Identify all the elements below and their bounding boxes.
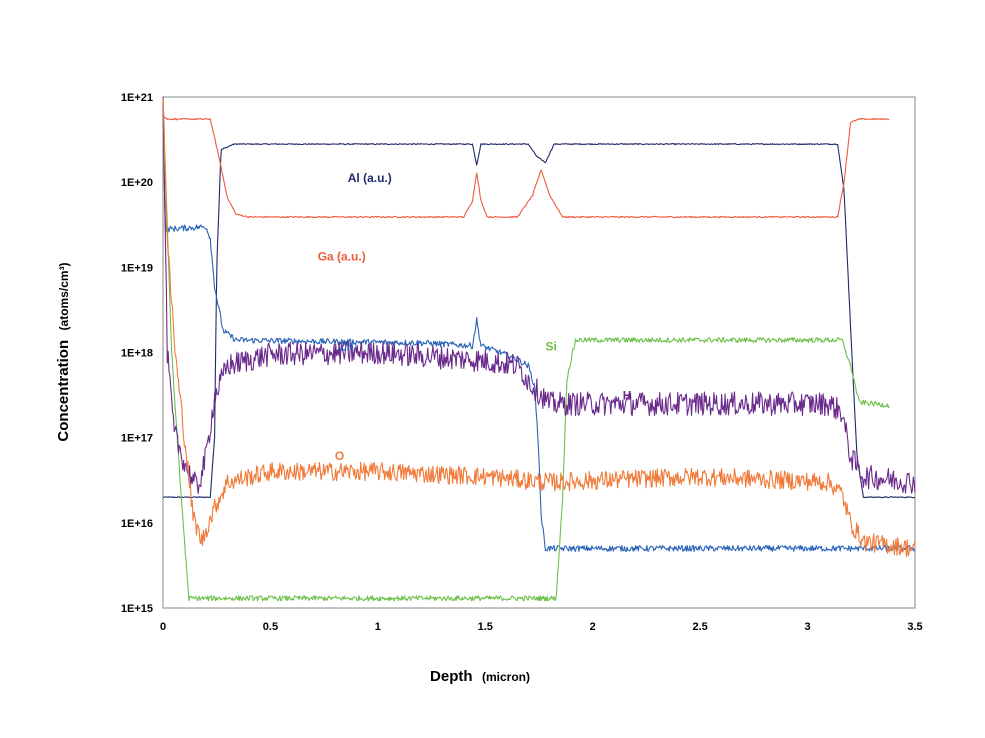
series-line-ga-a-u	[162, 115, 890, 219]
series-line-al-a-u	[162, 143, 915, 499]
x-tick-label: 2	[590, 621, 596, 633]
y-tick-label: 1E+21	[121, 92, 153, 104]
x-tick-label: 2.5	[692, 621, 707, 633]
y-tick-label: 1E+17	[121, 433, 153, 445]
series-label: Al (a.u.)	[348, 171, 392, 185]
y-axis-label: Concentration	[55, 340, 72, 442]
y-axis-unit: (atoms/cm³)	[57, 262, 71, 330]
series-label: Si	[545, 340, 556, 354]
series-label: H	[623, 389, 632, 403]
x-tick-label: 1	[375, 621, 381, 633]
y-tick-label: 1E+20	[121, 177, 153, 189]
plot-area	[162, 96, 916, 609]
x-axis-title: Depth (micron)	[430, 668, 530, 685]
x-tick-label: 3	[805, 621, 811, 633]
series-layer	[162, 96, 916, 602]
x-axis-label: Depth	[430, 668, 473, 685]
x-axis-unit: (micron)	[482, 670, 530, 684]
x-tick-labels: 0 0.5 1 1.5 2 2.5 3 3.5	[160, 621, 923, 633]
y-tick-label: 1E+19	[121, 262, 153, 274]
series-line-si	[162, 96, 890, 602]
series-line-zn	[162, 96, 916, 552]
x-tick-label: 1.5	[478, 621, 493, 633]
x-tick-label: 0	[160, 621, 166, 633]
series-label: Ga (a.u.)	[318, 250, 366, 264]
x-tick-label: 3.5	[907, 621, 922, 633]
series-line-o	[162, 98, 916, 557]
y-tick-label: 1E+16	[121, 518, 153, 530]
series-label: O	[335, 449, 344, 463]
series-line-h	[162, 96, 916, 495]
series-label: Zn	[339, 340, 354, 354]
x-tick-label: 0.5	[263, 621, 278, 633]
y-axis-title: Concentration (atoms/cm³)	[55, 262, 72, 441]
y-tick-label: 1E+15	[121, 603, 153, 615]
y-tick-labels: 1E+15 1E+16 1E+17 1E+18 1E+19 1E+20 1E+21	[121, 92, 153, 615]
series-labels: Al (a.u.) Ga (a.u.) Zn Si H O	[318, 171, 632, 463]
y-tick-label: 1E+18	[121, 348, 153, 360]
